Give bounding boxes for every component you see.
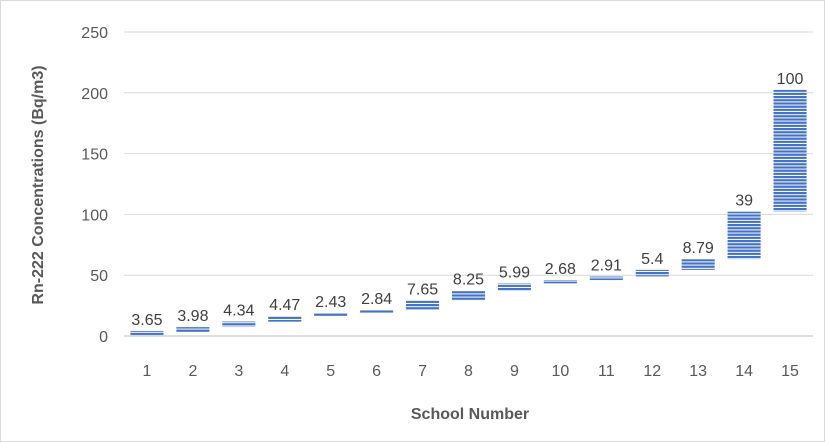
x-tick-label: 4 [280, 363, 289, 380]
data-label: 3.65 [131, 312, 162, 329]
data-label: 7.65 [407, 282, 438, 299]
gridlines [124, 31, 813, 337]
x-tick-label: 11 [598, 363, 615, 380]
x-tick-label: 9 [510, 363, 519, 380]
bar-school-5 [314, 313, 348, 317]
x-tick-label: 13 [689, 363, 707, 380]
data-label: 39 [735, 193, 753, 210]
bars [130, 89, 807, 336]
data-label: 2.84 [361, 291, 392, 308]
x-tick-label: 8 [464, 363, 473, 380]
y-tick-label: 150 [81, 147, 108, 164]
bar-school-4 [268, 316, 302, 322]
y-tick-label: 250 [81, 25, 108, 42]
data-label: 4.47 [269, 297, 300, 314]
data-label: 100 [777, 71, 804, 88]
data-label: 2.91 [591, 258, 622, 275]
bar-school-14 [727, 211, 761, 260]
x-tick-label: 2 [188, 363, 197, 380]
x-tick-label: 1 [143, 363, 152, 380]
data-label: 4.34 [223, 302, 254, 319]
x-tick-label: 7 [418, 363, 427, 380]
y-tick-labels: 0 50 100 150 200 250 [81, 25, 108, 346]
x-tick-label: 6 [372, 363, 381, 380]
bar-school-9 [497, 283, 531, 291]
data-labels: 3.65 3.98 4.34 4.47 2.43 2.84 7.65 8.25 5.99 2.68… [131, 71, 803, 329]
data-label: 5.99 [499, 264, 530, 281]
bar-school-2 [176, 327, 210, 332]
x-tick-label: 12 [643, 363, 661, 380]
data-label: 2.43 [315, 294, 346, 311]
y-tick-label: 200 [81, 86, 108, 103]
y-tick-label: 100 [81, 207, 108, 224]
bar-school-3 [222, 321, 256, 327]
x-tick-label: 15 [781, 363, 799, 380]
bar-school-6 [360, 309, 394, 314]
bar-school-15 [773, 89, 807, 212]
bar-school-8 [451, 290, 486, 301]
bar-school-10 [543, 280, 577, 284]
data-label: 8.25 [453, 272, 484, 289]
data-label: 5.4 [641, 251, 663, 268]
bar-school-1 [130, 330, 164, 336]
bar-school-7 [406, 300, 440, 310]
x-tick-label: 5 [326, 363, 335, 380]
y-axis-title: Rn-222 Concentrations (Bq/m3) [30, 65, 47, 304]
bar-school-13 [681, 259, 715, 270]
data-label: 8.79 [683, 240, 714, 257]
x-tick-label: 10 [551, 363, 569, 380]
y-tick-label: 50 [90, 268, 108, 285]
data-label: 2.68 [545, 261, 576, 278]
x-tick-label: 14 [735, 363, 753, 380]
bar-school-11 [589, 276, 623, 281]
x-tick-labels: 1 2 3 4 5 6 7 8 9 10 11 12 13 14 15 [143, 363, 800, 380]
data-label: 3.98 [177, 308, 208, 325]
x-tick-label: 3 [234, 363, 243, 380]
x-axis-title: School Number [411, 406, 529, 423]
bar-school-12 [635, 269, 669, 277]
y-tick-label: 0 [99, 329, 108, 346]
